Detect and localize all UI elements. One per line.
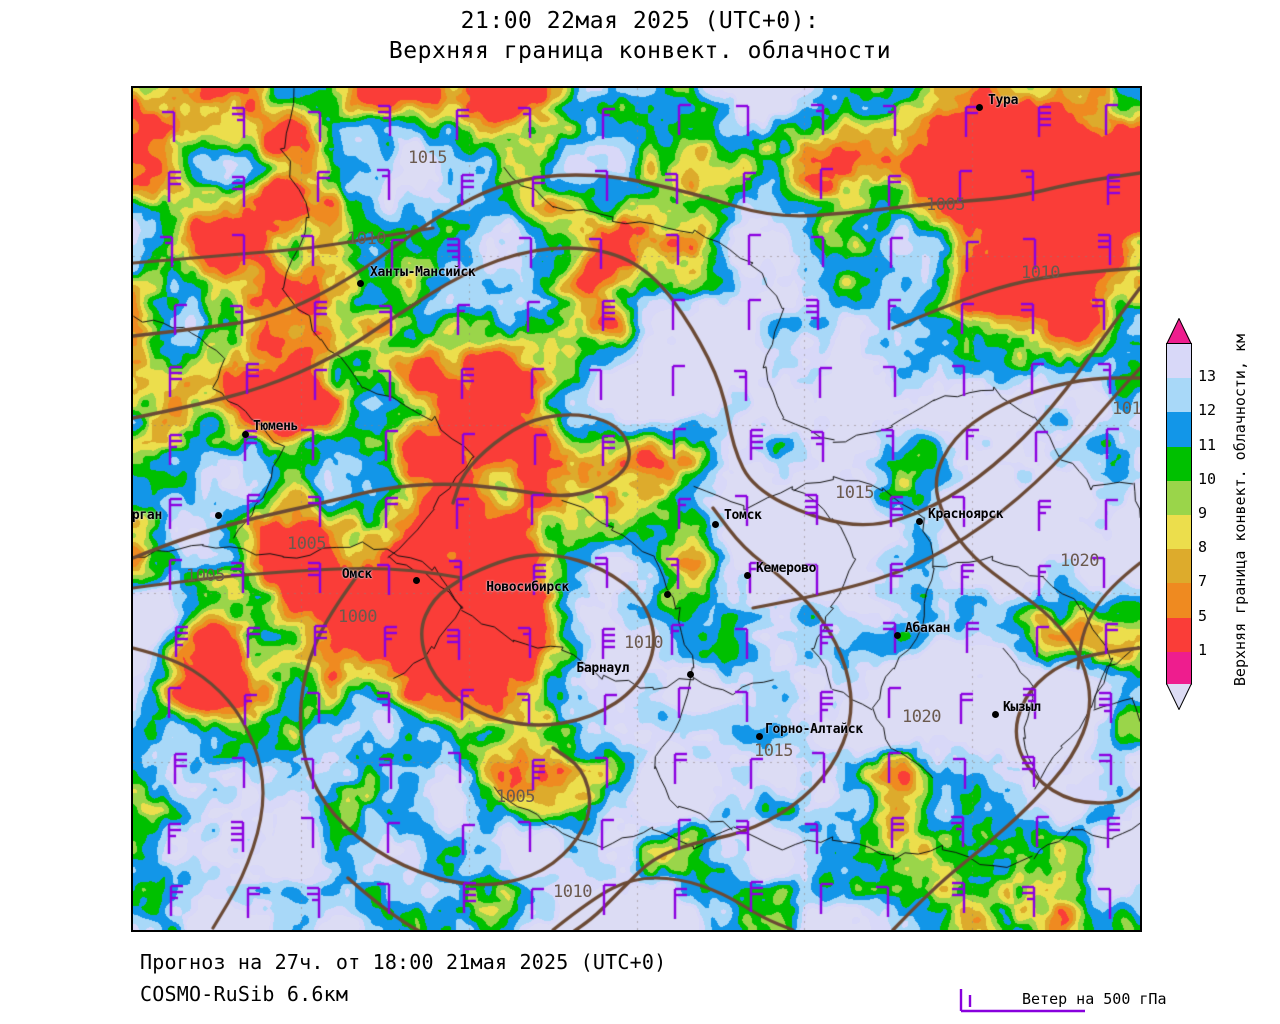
city-label: Ханты-Мансийск [370,265,476,280]
isobar-label: 1005 [496,787,535,807]
colorbar-tick-9: 9 [1198,504,1208,522]
city-marker [215,512,222,519]
city-marker [687,671,694,678]
city-marker [712,521,719,528]
colorbar-axis-title: Верхняя граница конвект. облачности, км [1231,333,1249,687]
colorbar-segment [1167,446,1191,481]
map-raster-layer [133,88,1140,930]
forecast-info: Прогноз на 27ч. от 18:00 21мая 2025 (UTC… [140,950,667,974]
city-marker [894,632,901,639]
colorbar-segment [1167,514,1191,550]
city-label: Новосибирск [486,580,569,595]
city-marker [357,280,364,287]
colorbar-gradient [1166,343,1192,686]
city-marker [992,711,999,718]
colorbar-segment [1167,412,1191,447]
colorbar-segment [1167,480,1191,515]
colorbar-segment [1167,583,1191,618]
city-marker [756,733,763,740]
colorbar-segment [1167,344,1191,379]
city-label: Горно-Алтайск [765,722,863,737]
city-label: Барнаул [576,661,629,676]
isobar-label: 1015 [754,741,793,761]
isobar-label: 1005 [186,566,225,586]
city-marker [664,591,671,598]
city-label: Курган [131,508,162,523]
city-label: Тура [988,93,1019,108]
colorbar-tick-5: 5 [1198,606,1208,625]
colorbar-tick-7: 7 [1198,572,1208,591]
title-field-name: Верхняя граница конвект. облачности [388,38,892,64]
colorbar-tick-1: 1 [1198,640,1208,659]
isobar-label: 1010 [347,229,386,249]
page-title: 21:00 22мая 2025 (UTC+0): Верхняя границ… [0,6,1280,66]
colorbar-tick-11: 11 [1198,435,1217,454]
colorbar-segment [1167,651,1191,686]
isobar-label: 1020 [902,707,941,727]
wind-legend-label: Ветер на 500 гПа [1022,990,1167,1008]
colorbar-tick-8: 8 [1198,538,1208,557]
city-marker [413,577,420,584]
colorbar-over-arrow [1166,318,1192,344]
city-marker [744,572,751,579]
weather-map[interactable]: Тура Ханты-Мансийск Тюмень Курган Омск Томск К… [131,86,1142,932]
colorbar-segment [1167,549,1191,584]
isobar-label: 1000 [338,607,377,627]
colorbar-tick-10: 10 [1198,469,1217,488]
colorbar-segment [1167,378,1191,413]
isobar-label: 1010 [1021,263,1060,283]
city-label: Абакан [905,621,951,636]
city-label: Кызыл [1003,700,1041,715]
isobar-label: 1020 [1060,551,1099,571]
colorbar: 13 12 11 10 9 8 7 5 1 [1166,318,1216,710]
city-label: Омск [341,567,372,582]
title-valid-time: 21:00 22мая 2025 (UTC+0): [460,8,820,34]
isobar-label: 1010 [553,882,592,902]
city-marker [242,431,249,438]
isobar-label: 1005 [287,534,326,554]
isobar-label: 1005 [926,195,965,215]
colorbar-under-arrow [1166,684,1192,710]
colorbar-over-arrow-outline [1166,318,1192,345]
wind-barb-legend-icon [959,989,1085,1013]
colorbar-tick-13: 13 [1198,367,1217,386]
city-label: Тюмень [253,419,299,434]
isobar-label: 1010 [624,633,663,653]
colorbar-segment [1167,617,1191,652]
isobar-label: 1015 [1112,399,1142,419]
colorbar-tick-12: 12 [1198,401,1217,420]
isobar-label: 1015 [408,148,447,168]
city-label: Красноярск [928,507,1004,522]
colorbar-under-arrow-outline [1166,683,1192,710]
model-info: COSMO-RuSib 6.6км [140,982,349,1006]
city-label: Томск [724,508,762,523]
city-label: Кемерово [756,561,817,576]
city-marker [916,518,923,525]
city-marker [976,104,983,111]
isobar-label: 1015 [835,483,874,503]
